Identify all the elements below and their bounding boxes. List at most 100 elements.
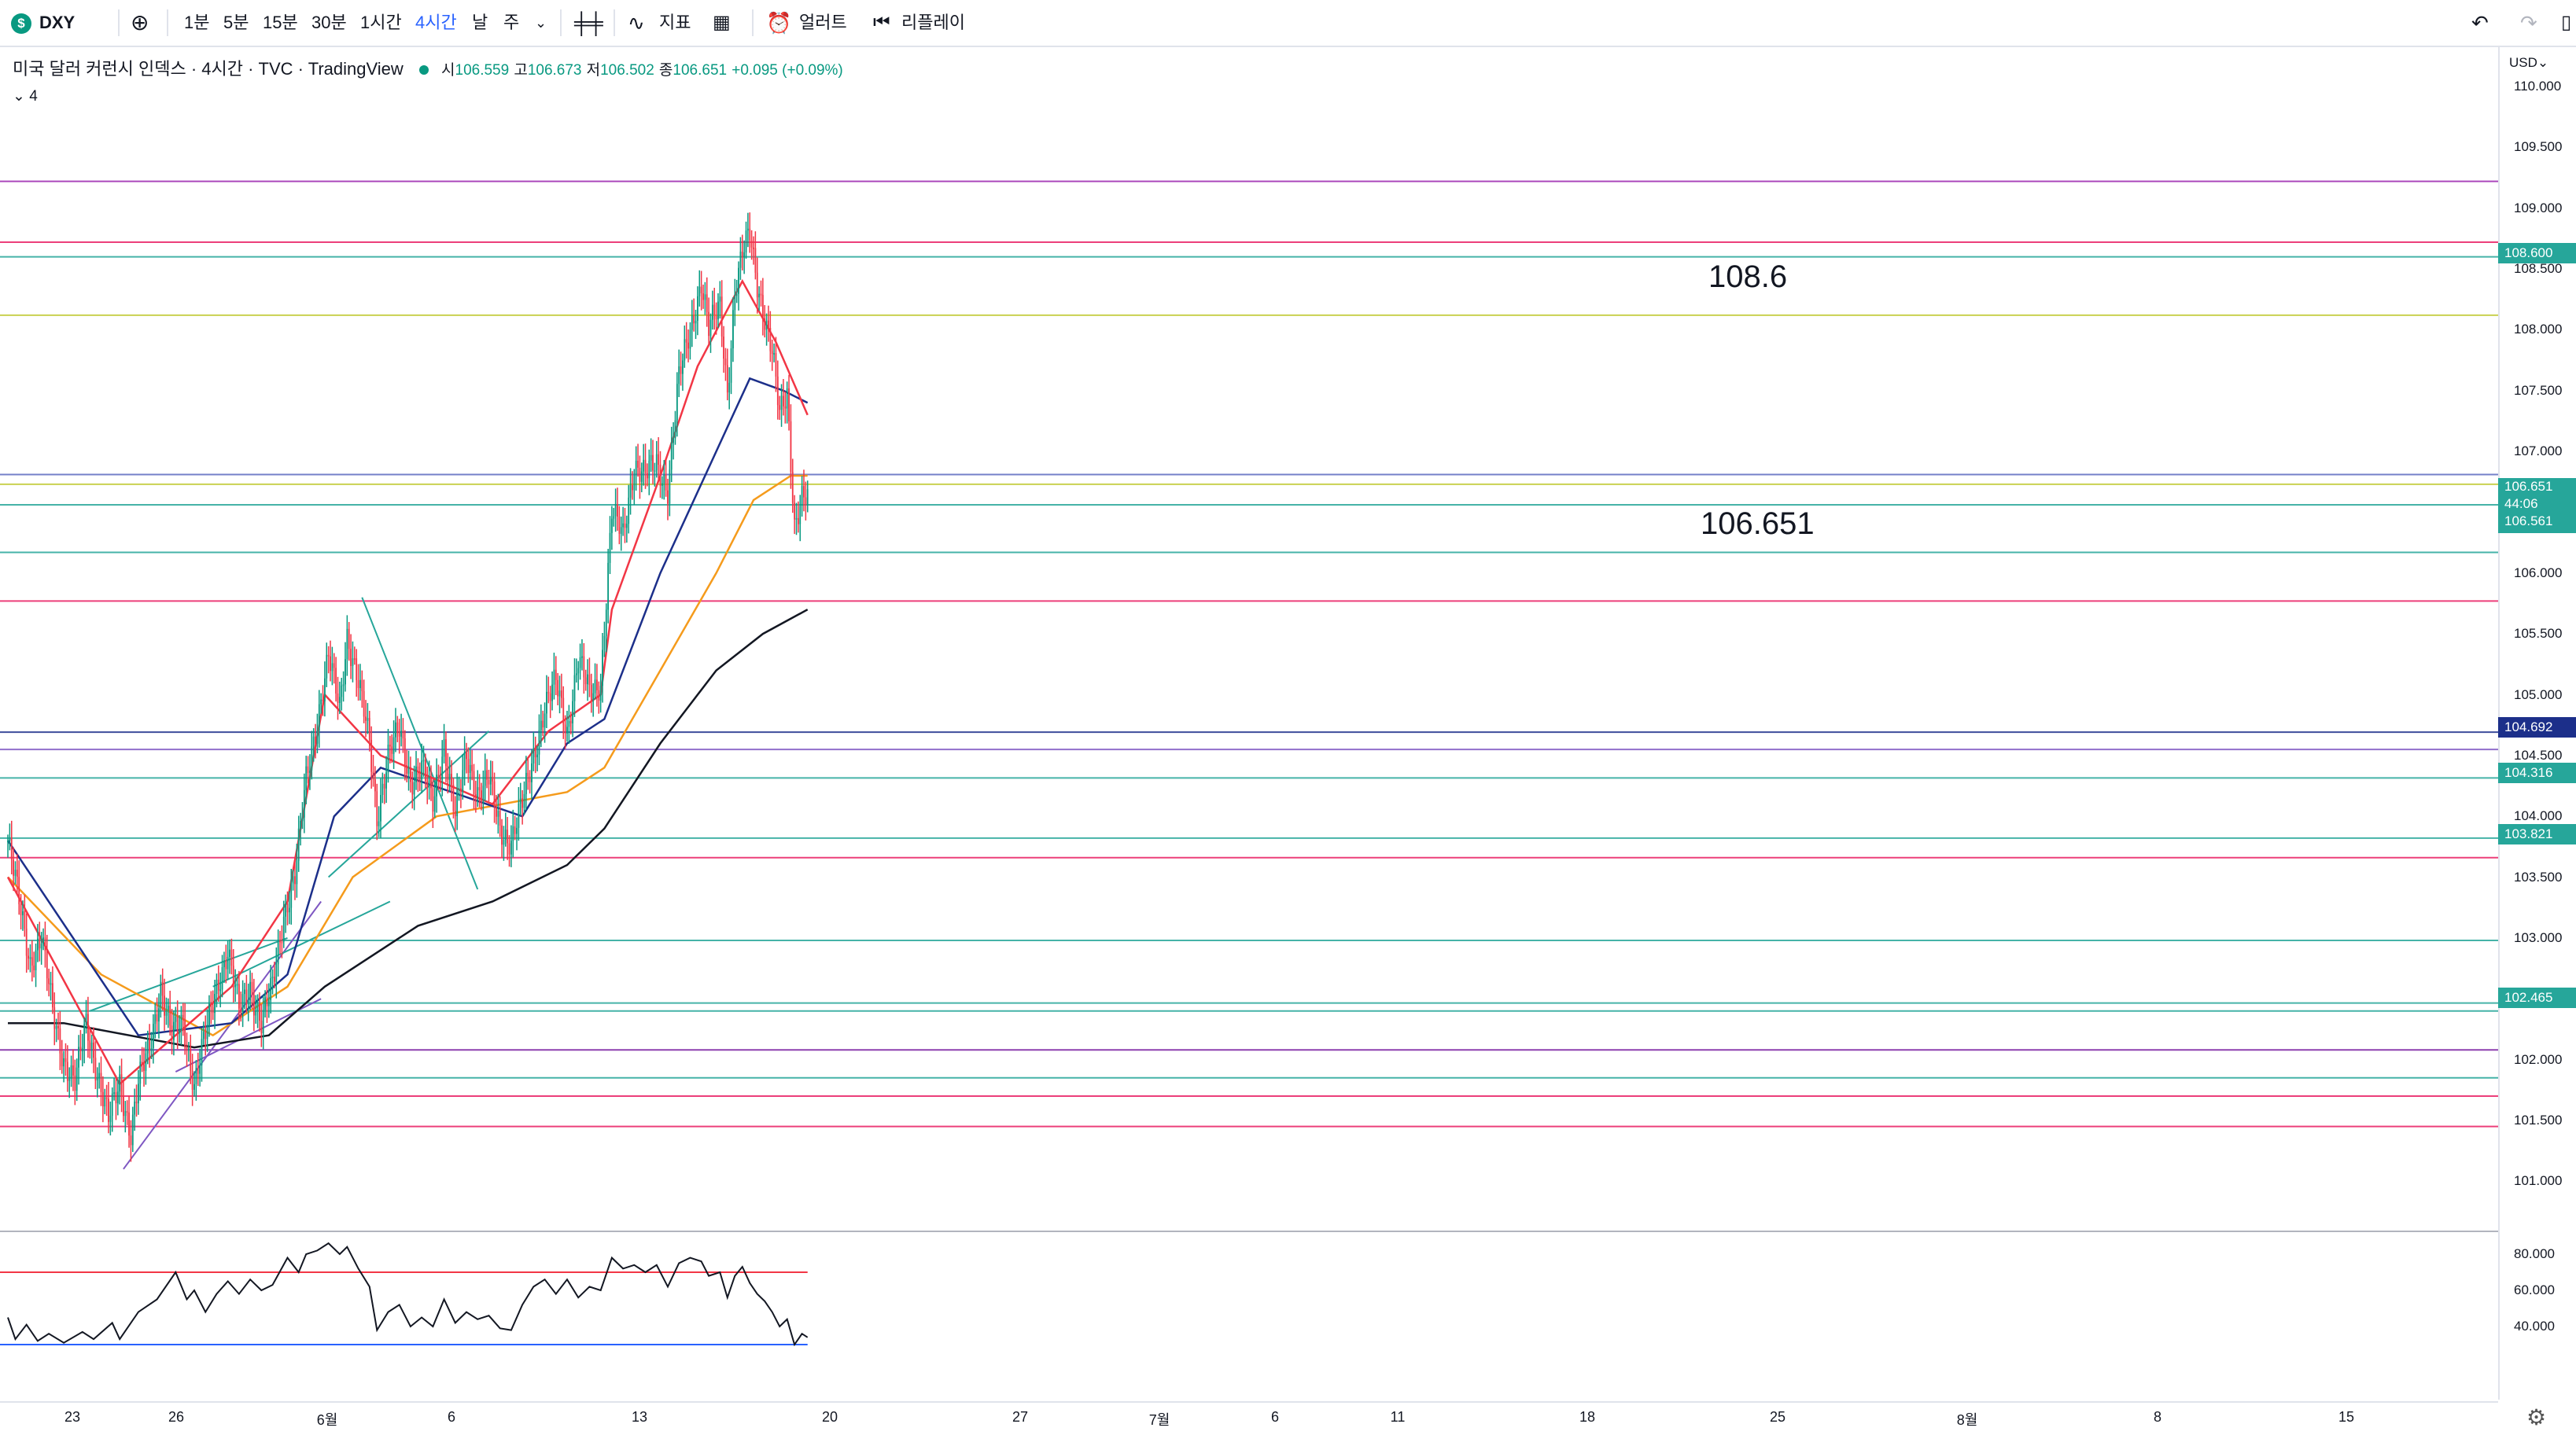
candle-body [241,994,244,1013]
candle-body [115,1092,117,1104]
candle-body [210,1003,212,1008]
candle-body [659,465,662,486]
indicators-button[interactable]: 지표 [659,13,691,32]
candle-body [322,699,324,701]
compare-add-icon[interactable]: ⊕ [131,10,149,35]
candle-body [123,1095,124,1117]
interval-5m[interactable]: 5분 [223,13,249,32]
candle-body [271,977,274,979]
candlesticks [7,212,809,1162]
alert-button[interactable]: 얼러트 [799,13,847,32]
interval-4h[interactable]: 4시간 [415,13,457,32]
interval-dropdown-chevron-down-icon[interactable]: ⌄ [535,15,547,31]
candle-body [275,964,278,982]
candle-body [463,752,466,771]
redo-icon[interactable]: ↷ [2520,11,2537,35]
price-tick-label: 109.500 [2514,139,2563,155]
candle-body [713,304,716,315]
interval-1m[interactable]: 1분 [184,13,210,32]
layout-panel-icon[interactable]: ▯ [2561,12,2572,33]
candle-body [738,267,739,294]
indicator-count-badge[interactable]: ⌄ 4 [13,86,38,107]
candle-body [637,460,639,468]
candle-body [723,336,724,359]
candle-body [182,1014,184,1021]
replay-button[interactable]: 리플레이 [901,13,965,32]
trendline [361,597,479,890]
close-label: 종 [658,62,673,79]
level-106561-value: 106.561 [2504,513,2553,528]
layout-templates-icon[interactable]: ▦ [713,12,731,33]
alert-clock-icon[interactable]: ⏰ [766,11,792,35]
candle-body [104,1097,106,1107]
candle-body [330,656,331,672]
candle-body [111,1093,113,1116]
ma-long-line [8,609,809,1049]
price-tick-label: 107.500 [2514,382,2563,398]
candle-body [161,981,164,996]
indicators-icon[interactable]: ∿ [628,11,645,35]
price-tick-label: 102.000 [2514,1051,2563,1067]
toolbar-divider [560,9,562,36]
annotation-lower[interactable]: 106.651 [1701,506,1815,541]
candle-body [769,327,772,351]
interval-30m[interactable]: 30분 [311,13,347,32]
candle-body [521,798,524,808]
interval-15m[interactable]: 15분 [263,13,298,32]
symbol-logo-icon: $ [11,13,31,34]
price-tick-label: 103.500 [2514,869,2563,885]
candle-body [16,870,18,878]
undo-icon[interactable]: ↶ [2471,11,2489,35]
candle-body [704,294,706,300]
candle-body [315,736,316,744]
chart-type-candles-icon[interactable]: ╪╪ [574,11,603,35]
candle-body [93,1042,94,1058]
candle-body [624,523,626,528]
price-tick-label: 101.500 [2514,1112,2563,1128]
replay-icon[interactable]: ⏮ [873,12,890,33]
rsi-tick-label: 80.000 [2514,1246,2555,1261]
candle-body [342,684,345,686]
candle-body [717,301,719,320]
candle-body [279,940,281,943]
candle-body [372,771,374,780]
candle-body [68,1078,71,1081]
horizontal-levels [0,180,2498,1128]
candle-body [256,1003,259,1012]
symbol-search[interactable]: DXY [39,13,76,32]
candle-body [426,781,429,788]
interval-day[interactable]: 날 [472,13,488,32]
candle-body [50,983,52,985]
candle-body [238,984,240,1009]
candle-body [348,628,350,649]
candle-body [784,406,787,409]
currency-selector[interactable]: USD⌄ [2509,55,2548,71]
open-value: 106.559 [455,62,510,79]
candle-body [451,774,452,785]
chart-canvas[interactable] [0,47,2498,1400]
candle-body [482,786,485,800]
time-axis[interactable]: 23 26 6월 6 13 20 27 7월 6 11 18 25 8월 8 15 [0,1401,2498,1435]
rsi-tick-label: 40.000 [2514,1319,2555,1334]
price-tick-label: 109.000 [2514,200,2563,215]
candle-body [726,365,728,393]
settings-gear-icon[interactable]: ⚙ [2526,1405,2547,1429]
candle-body [670,443,673,470]
candle-body [286,903,289,913]
candle-body [33,965,35,970]
time-tick-label: 25 [1769,1409,1786,1425]
candle-body [735,293,738,296]
annotation-upper[interactable]: 108.6 [1708,259,1788,294]
candle-body [290,883,293,908]
interval-week[interactable]: 주 [503,13,520,32]
low-value: 106.502 [600,62,654,79]
candle-body [296,860,298,885]
legend-title[interactable]: 미국 달러 커런시 인덱스 · 4시간 · TVC · TradingView [13,59,404,79]
interval-1h[interactable]: 1시간 [360,13,402,32]
candle-body [303,789,305,818]
candle-body [538,730,540,755]
price-tick-label: 101.000 [2514,1173,2563,1189]
candle-body [24,911,26,929]
candle-body [85,1014,87,1025]
candle-body [577,668,580,674]
